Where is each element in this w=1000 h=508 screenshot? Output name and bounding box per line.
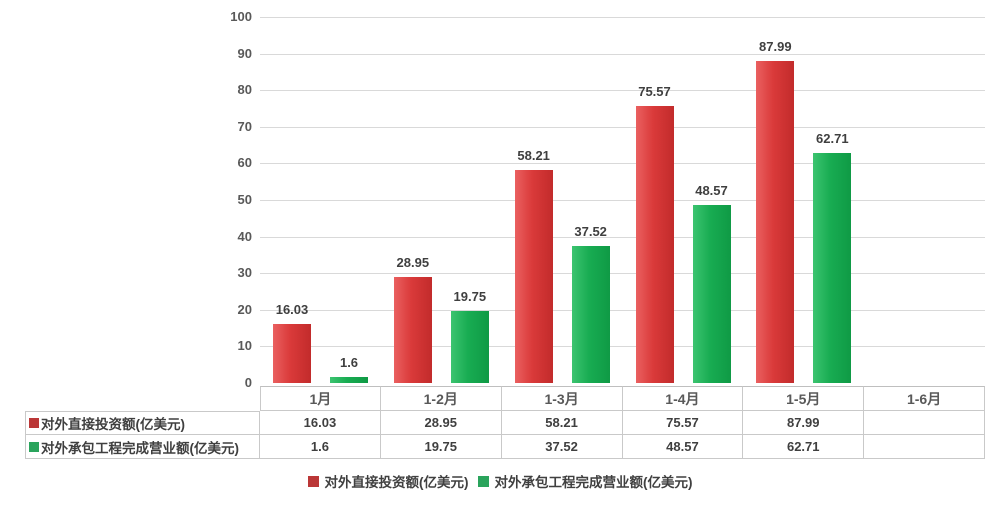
gridline: [260, 163, 985, 165]
y-axis-tick-label: 100: [230, 9, 252, 24]
bar-green-1月: [330, 377, 368, 383]
y-axis-tick-label: 80: [237, 82, 252, 98]
y-axis-tick-label: 50: [237, 192, 252, 207]
legend-item: 对外直接投资额(亿美元): [307, 471, 469, 491]
gridline: [260, 236, 985, 238]
bar-value-label: 37.52: [574, 223, 607, 239]
bar-value-label: 19.75: [453, 288, 487, 304]
bar-value-label: 16.03: [275, 302, 309, 318]
bar-red-1-5月: [756, 60, 795, 383]
series-name-label: 对外直接投资额(亿美元): [41, 417, 185, 432]
y-axis-tick-label: 0: [244, 375, 252, 390]
bar-green-1-3月: [571, 245, 610, 383]
legend-label: 对外直接投资额(亿美元): [324, 475, 469, 490]
x-axis-category-cell: 1-2月: [380, 386, 502, 411]
table-value-cell: 87.99: [743, 411, 865, 435]
legend-label: 对外承包工程完成营业额(亿美元): [494, 475, 693, 490]
legend-swatch-icon: [307, 475, 319, 487]
bar-value-label: 1.6: [339, 355, 359, 371]
legend-swatch-icon: [477, 475, 489, 487]
table-value-cell: 37.52: [501, 435, 623, 459]
bar-value-label: 48.57: [695, 183, 728, 199]
bar-value-label: 62.71: [816, 131, 849, 147]
gridline: [260, 90, 985, 92]
bar-green-1-4月: [692, 205, 731, 383]
table-value-cell: 62.71: [743, 435, 865, 459]
bar-red-1-2月: [393, 277, 432, 383]
y-axis-tick-label: 90: [237, 45, 252, 61]
gridline: [260, 17, 985, 18]
gridline: [260, 309, 985, 311]
table-value-cell: [864, 435, 985, 459]
gridline: [260, 346, 985, 348]
bar-red-1月: [273, 324, 311, 383]
x-axis-category-cell: 1-6月: [864, 386, 985, 411]
gridline: [260, 273, 985, 275]
chart-legend: 对外直接投资额(亿美元) 对外承包工程完成营业额(亿美元): [0, 470, 1000, 492]
table-value-cell: 58.21: [501, 411, 623, 435]
y-axis-tick-label: 60: [237, 155, 252, 171]
y-axis-tick-label: 70: [237, 118, 252, 134]
table-value-cell: [864, 411, 985, 435]
table-corner-cell: [25, 386, 260, 411]
table-value-cell: 75.57: [622, 411, 744, 435]
y-axis-tick-label: 20: [237, 301, 252, 317]
legend-item: 对外承包工程完成营业额(亿美元): [477, 471, 693, 491]
table-value-cell: 16.03: [260, 411, 381, 435]
legend-key-icon: [29, 418, 39, 428]
x-axis-category-cell: 1-4月: [622, 386, 744, 411]
table-value-cell: 19.75: [380, 435, 502, 459]
series-name-label: 对外承包工程完成营业额(亿美元): [41, 440, 239, 456]
bar-value-label: 28.95: [396, 255, 430, 271]
y-axis-tick-label: 30: [237, 265, 252, 281]
y-axis-tick-label: 10: [237, 338, 252, 354]
table-value-cell: 28.95: [380, 411, 502, 435]
table-value-cell: 48.57: [622, 435, 744, 459]
table-series-header: 对外承包工程完成营业额(亿美元): [25, 435, 260, 459]
bar-red-1-3月: [514, 169, 553, 383]
bar-green-1-5月: [813, 153, 852, 383]
x-axis-category-cell: 1月: [260, 386, 381, 411]
x-axis-category-cell: 1-5月: [743, 386, 865, 411]
legend-key-icon: [29, 441, 39, 452]
gridline: [260, 200, 985, 201]
data-table: 1月 1-2月 1-3月 1-4月 1-5月 1-6月对外直接投资额(亿美元) 16.03 2…: [25, 386, 985, 459]
table-series-header: 对外直接投资额(亿美元): [25, 411, 260, 435]
bar-green-1-2月: [450, 310, 489, 383]
x-axis-category-cell: 1-3月: [501, 386, 623, 411]
bar-value-label: 75.57: [638, 84, 671, 100]
bar-value-label: 58.21: [517, 147, 550, 163]
bar-value-label: 87.99: [759, 38, 792, 54]
gridline: [260, 53, 985, 55]
bar-red-1-4月: [635, 106, 674, 383]
y-axis-tick-label: 40: [237, 228, 252, 244]
gridline: [260, 126, 985, 128]
table-value-cell: 1.6: [260, 435, 381, 459]
